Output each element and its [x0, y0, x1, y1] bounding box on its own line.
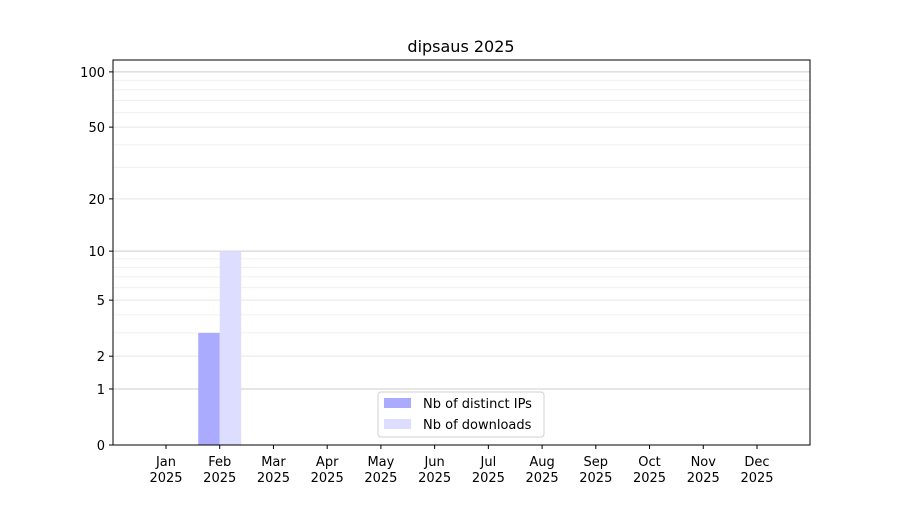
y-tick-label: 5	[97, 294, 105, 309]
legend: Nb of distinct IPs Nb of downloads	[377, 391, 545, 438]
bar-downloads	[219, 251, 242, 445]
legend-swatch	[384, 398, 411, 408]
legend-label: Nb of downloads	[423, 418, 532, 433]
x-tick-label: Sep 2025	[579, 455, 612, 486]
x-tick-label: Jul 2025	[472, 455, 505, 486]
x-tick-label: Aug 2025	[526, 455, 559, 486]
x-tick-label: Jun 2025	[418, 455, 451, 486]
x-tick-label: Mar 2025	[257, 455, 290, 486]
x-tick-label: Feb 2025	[203, 455, 236, 486]
y-tick-label: 100	[80, 66, 105, 81]
y-tick-label: 50	[88, 121, 105, 136]
x-tick-label: May 2025	[364, 455, 397, 486]
y-tick-label: 10	[88, 245, 105, 260]
chart-title: dipsaus 2025	[407, 37, 514, 56]
x-tick-label: Jan 2025	[149, 455, 182, 486]
legend-label: Nb of distinct IPs	[423, 397, 532, 412]
bar-distinct-ips	[198, 332, 220, 445]
y-tick-label: 1	[97, 383, 105, 398]
y-tick-label: 20	[88, 193, 105, 208]
x-tick-label: Dec 2025	[740, 455, 773, 486]
y-tick-label: 2	[97, 350, 105, 365]
y-tick-label: 0	[97, 439, 105, 454]
x-tick-label: Nov 2025	[687, 455, 720, 486]
legend-swatch	[384, 419, 411, 429]
x-tick-label: Oct 2025	[633, 455, 666, 486]
plot-frame	[112, 59, 811, 446]
legend-box	[377, 391, 545, 438]
x-tick-label: Apr 2025	[311, 455, 344, 486]
